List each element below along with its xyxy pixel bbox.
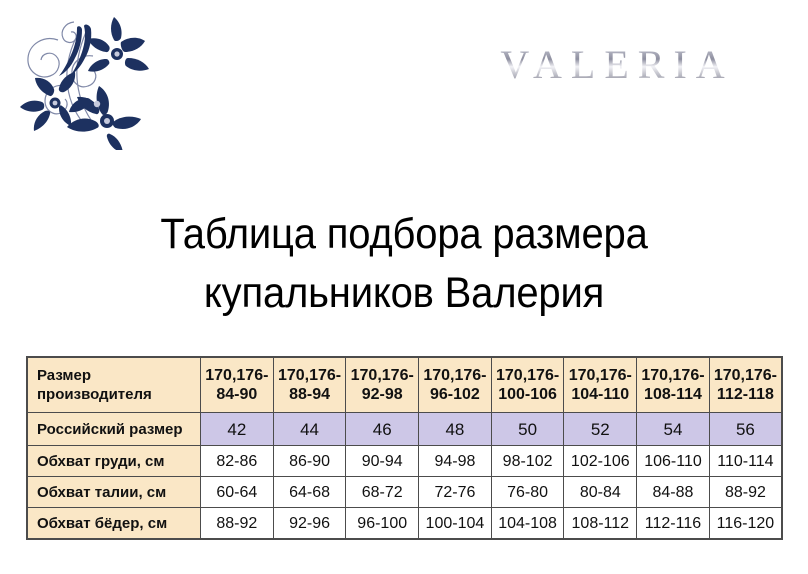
cell-russian-size-3: 46 (345, 412, 420, 446)
cell-waist-4: 72-76 (418, 476, 492, 508)
cell-manufacturer-size-5: 170,176- 100-106 (490, 356, 565, 413)
cell-russian-size-1: 42 (200, 412, 274, 446)
cell-bust-8: 110-114 (708, 445, 783, 477)
cell-manufacturer-size-3: 170,176- 92-98 (345, 356, 420, 413)
cell-russian-size-2: 44 (272, 412, 347, 446)
size-chart-table: Размер производителя 170,176- 84-90 170,… (26, 356, 783, 540)
cell-manufacturer-size-6: 170,176- 104-110 (563, 356, 638, 413)
cell-bust-3: 90-94 (345, 445, 420, 477)
cell-manufacturer-size-7: 170,176- 108-114 (636, 356, 710, 413)
valeria-wordmark-text: VALERIA (500, 42, 733, 87)
cell-hips-1: 88-92 (200, 507, 274, 540)
cell-russian-size-4: 48 (418, 412, 492, 446)
cell-waist-6: 80-84 (563, 476, 638, 508)
cell-bust-2: 86-90 (272, 445, 347, 477)
page-title: Таблица подбора размера купальников Вале… (160, 209, 648, 317)
cell-bust-5: 98-102 (490, 445, 565, 477)
cell-hips-4: 100-104 (418, 507, 492, 540)
table-row-hips: Обхват бёдер, см 88-92 92-96 96-100 100-… (26, 507, 783, 540)
cell-waist-7: 84-88 (636, 476, 710, 508)
table-row-waist: Обхват талии, см 60-64 64-68 68-72 72-76… (26, 476, 783, 508)
cell-hips-7: 112-116 (636, 507, 710, 540)
cell-russian-size-6: 52 (563, 412, 638, 446)
cell-hips-8: 116-120 (708, 507, 783, 540)
brand-header: VALERIA (0, 0, 808, 160)
row-label-hips: Обхват бёдер, см (26, 507, 201, 540)
cell-bust-7: 106-110 (636, 445, 710, 477)
table-row-manufacturer-size: Размер производителя 170,176- 84-90 170,… (26, 356, 783, 413)
table-row-bust: Обхват груди, см 82-86 86-90 90-94 94-98… (26, 445, 783, 477)
size-table-container: Размер производителя 170,176- 84-90 170,… (26, 356, 783, 540)
valeria-wordmark: VALERIA (472, 38, 762, 90)
row-label-manufacturer-size: Размер производителя (26, 356, 201, 413)
row-label-waist: Обхват талии, см (26, 476, 201, 508)
cell-bust-6: 102-106 (563, 445, 638, 477)
cell-waist-8: 88-92 (708, 476, 783, 508)
floral-ornament-icon (14, 10, 164, 150)
cell-hips-3: 96-100 (345, 507, 420, 540)
size-chart-body: Размер производителя 170,176- 84-90 170,… (26, 356, 783, 540)
cell-hips-6: 108-112 (563, 507, 638, 540)
cell-manufacturer-size-2: 170,176- 88-94 (272, 356, 347, 413)
cell-bust-4: 94-98 (418, 445, 492, 477)
cell-manufacturer-size-4: 170,176- 96-102 (418, 356, 492, 413)
cell-russian-size-8: 56 (708, 412, 783, 446)
cell-waist-5: 76-80 (490, 476, 565, 508)
cell-manufacturer-size-1: 170,176- 84-90 (200, 356, 274, 413)
cell-hips-2: 92-96 (272, 507, 347, 540)
cell-waist-1: 60-64 (200, 476, 274, 508)
row-label-bust: Обхват груди, см (26, 445, 201, 477)
cell-bust-1: 82-86 (200, 445, 274, 477)
cell-hips-5: 104-108 (490, 507, 565, 540)
row-label-russian-size: Российский размер (26, 412, 201, 446)
cell-russian-size-7: 54 (636, 412, 710, 446)
cell-waist-3: 68-72 (345, 476, 420, 508)
cell-waist-2: 64-68 (272, 476, 347, 508)
cell-manufacturer-size-8: 170,176- 112-118 (708, 356, 783, 413)
table-row-russian-size: Российский размер 42 44 46 48 50 52 54 5… (26, 412, 783, 446)
cell-russian-size-5: 50 (490, 412, 565, 446)
